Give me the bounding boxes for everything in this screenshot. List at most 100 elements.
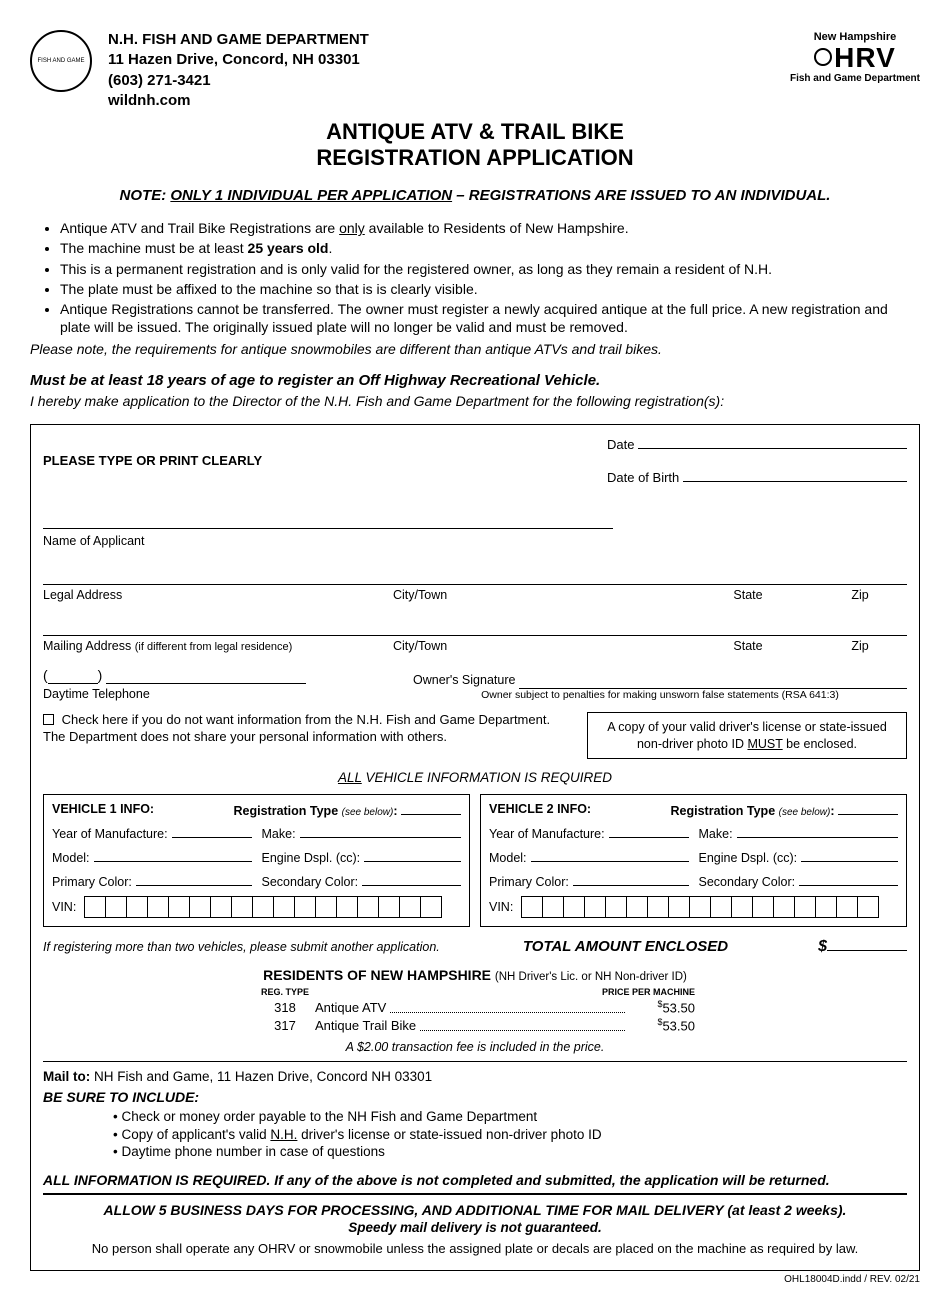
ohrv-main-text: HRV [834, 42, 896, 73]
vin-cell[interactable] [420, 896, 442, 918]
v1-engine-input[interactable] [364, 848, 461, 862]
signature-input[interactable] [519, 675, 907, 689]
v1-reg-type-input[interactable] [401, 801, 461, 815]
name-field-row[interactable] [43, 507, 613, 529]
vin-cell[interactable] [605, 896, 627, 918]
mailing-zip-input[interactable] [813, 614, 907, 636]
v1-year-input[interactable] [172, 824, 252, 838]
vin-cell[interactable] [126, 896, 148, 918]
application-form: PLEASE TYPE OR PRINT CLEARLY Date Date o… [30, 424, 920, 1270]
all-vehicle-required: ALL VEHICLE INFORMATION IS REQUIRED [43, 769, 907, 787]
vin-cell[interactable] [815, 896, 837, 918]
vin-cell[interactable] [836, 896, 858, 918]
v1-vin-cells[interactable] [84, 896, 461, 918]
v1-model-input[interactable] [94, 848, 252, 862]
vin-cell[interactable] [668, 896, 690, 918]
legal-city-input[interactable] [393, 563, 683, 585]
vin-cell[interactable] [689, 896, 711, 918]
vin-cell[interactable] [752, 896, 774, 918]
vin-cell[interactable] [336, 896, 358, 918]
signature-label: Owner's Signature [413, 672, 515, 688]
vin-cell[interactable] [563, 896, 585, 918]
mailing-state-input[interactable] [683, 614, 813, 636]
vin-cell[interactable] [626, 896, 648, 918]
v2-secondary-input[interactable] [799, 872, 898, 886]
opt-out-checkbox[interactable] [43, 714, 54, 725]
v1-secondary-input[interactable] [362, 872, 461, 886]
v1-primary-input[interactable] [136, 872, 252, 886]
include-item: Copy of applicant's valid N.H. driver's … [113, 1126, 907, 1144]
vin-cell[interactable] [273, 896, 295, 918]
id-required-box: A copy of your valid driver's license or… [587, 712, 907, 759]
legal-address-input[interactable] [43, 563, 393, 585]
vehicle-1-box: VEHICLE 1 INFO: Registration Type (see b… [43, 794, 470, 927]
zip-label: Zip [813, 587, 907, 603]
vin-cell[interactable] [710, 896, 732, 918]
v2-engine-label: Engine Dspl. (cc): [699, 850, 798, 866]
page-title: ANTIQUE ATV & TRAIL BIKE REGISTRATION AP… [30, 119, 920, 172]
legal-zip-input[interactable] [813, 563, 907, 585]
age-requirement: Must be at least 18 years of age to regi… [30, 371, 920, 391]
signature-sublabel: Owner subject to penalties for making un… [413, 689, 907, 703]
vin-cell[interactable] [773, 896, 795, 918]
be-sure-label: BE SURE TO INCLUDE: [43, 1088, 907, 1106]
name-label: Name of Applicant [43, 531, 907, 549]
id-line2-post: be enclosed. [783, 737, 857, 751]
vin-cell[interactable] [168, 896, 190, 918]
v2-year-input[interactable] [609, 824, 689, 838]
price-val: 53.50 [662, 1000, 695, 1015]
id-line1: A copy of your valid driver's license or… [607, 720, 887, 734]
phone-input-group[interactable]: () [43, 666, 393, 684]
vin-cell[interactable] [399, 896, 421, 918]
legal-address-label: Legal Address [43, 587, 393, 603]
vin-cell[interactable] [147, 896, 169, 918]
v2-model-input[interactable] [531, 848, 689, 862]
dob-input[interactable] [683, 468, 907, 482]
vin-cell[interactable] [521, 896, 543, 918]
note-prefix: NOTE: [120, 187, 167, 204]
vin-cell[interactable] [542, 896, 564, 918]
v1-model-label: Model: [52, 850, 90, 866]
v2-vin-cells[interactable] [521, 896, 898, 918]
vin-cell[interactable] [210, 896, 232, 918]
mailing-city-input[interactable] [393, 614, 683, 636]
v1-make-input[interactable] [300, 824, 461, 838]
vin-cell[interactable] [84, 896, 106, 918]
vin-cell[interactable] [584, 896, 606, 918]
legal-state-input[interactable] [683, 563, 813, 585]
vin-cell[interactable] [231, 896, 253, 918]
fee-note: A $2.00 transaction fee is included in t… [43, 1039, 907, 1055]
vin-cell[interactable] [647, 896, 669, 918]
date-input[interactable] [638, 435, 907, 449]
mailto-label: Mail to: [43, 1069, 90, 1084]
document-header: FISH AND GAME N.H. FISH AND GAME DEPARTM… [30, 30, 920, 111]
vin-cell[interactable] [794, 896, 816, 918]
vin-cell[interactable] [252, 896, 274, 918]
vin-cell[interactable] [294, 896, 316, 918]
v2-make-input[interactable] [737, 824, 898, 838]
reg-type-label: Registration Type [234, 804, 339, 818]
rules-list: Antique ATV and Trail Bike Registrations… [60, 219, 920, 336]
v2-make-label: Make: [699, 826, 733, 842]
v1-primary-label: Primary Color: [52, 874, 132, 890]
v1-vin-label: VIN: [52, 899, 76, 915]
dept-address: 11 Hazen Drive, Concord, NH 03301 [108, 50, 369, 70]
mailing-address-input[interactable] [43, 614, 393, 636]
vin-cell[interactable] [857, 896, 879, 918]
price-val: 53.50 [662, 1018, 695, 1033]
vin-cell[interactable] [378, 896, 400, 918]
total-amount-input[interactable] [827, 937, 907, 951]
speedy-note: Speedy mail delivery is not guaranteed. [43, 1219, 907, 1237]
v2-primary-input[interactable] [573, 872, 689, 886]
vin-cell[interactable] [105, 896, 127, 918]
vin-cell[interactable] [731, 896, 753, 918]
v2-reg-type-input[interactable] [838, 801, 898, 815]
residents-text: RESIDENTS OF NEW HAMPSHIRE [263, 967, 491, 983]
dollar-sign: $ [818, 937, 827, 958]
vin-cell[interactable] [315, 896, 337, 918]
price-row: 318 Antique ATV $53.50 [255, 999, 695, 1017]
v2-engine-input[interactable] [801, 848, 898, 862]
mailing-address-label: Mailing Address (if different from legal… [43, 638, 393, 654]
vin-cell[interactable] [189, 896, 211, 918]
vin-cell[interactable] [357, 896, 379, 918]
